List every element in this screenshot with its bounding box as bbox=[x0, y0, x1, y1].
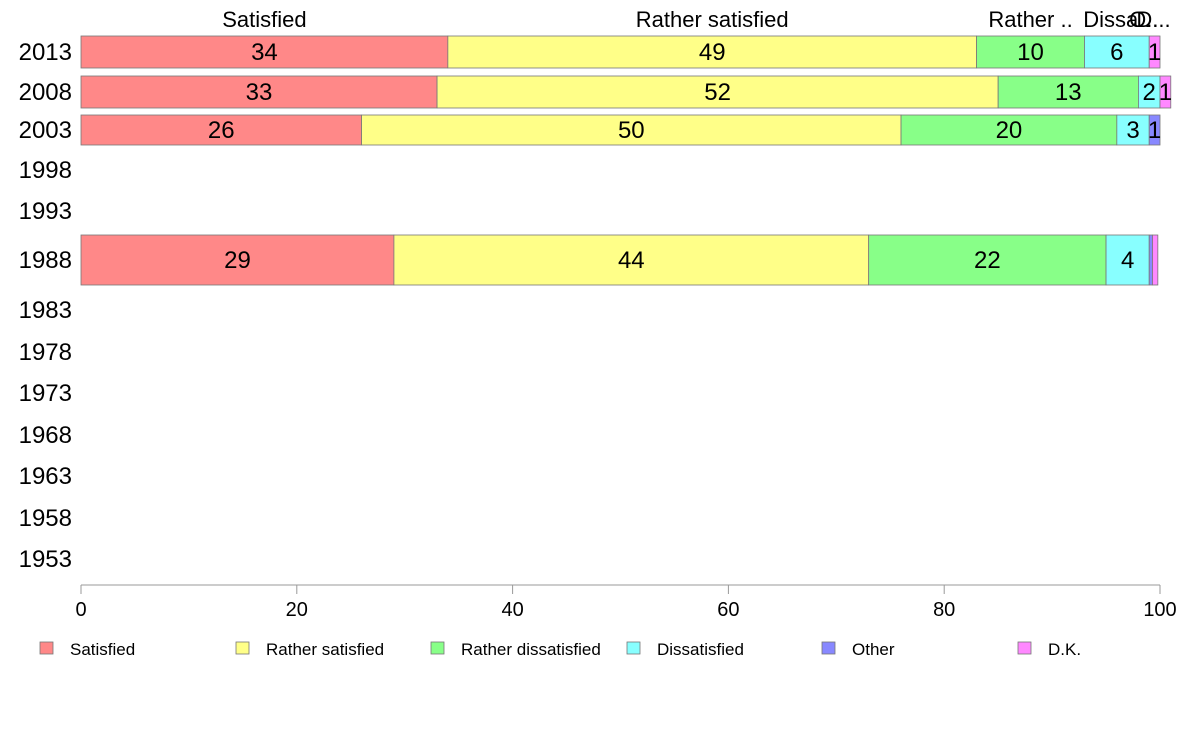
year-label: 1968 bbox=[19, 422, 72, 449]
bar-value-label: 6 bbox=[1110, 39, 1123, 66]
legend-label: Satisfied bbox=[70, 640, 135, 659]
top-series-label: Dissa.. bbox=[1083, 7, 1150, 32]
bar-value-label: 29 bbox=[224, 247, 251, 274]
bar-value-label: 50 bbox=[618, 117, 645, 144]
top-series-label: O.. bbox=[1129, 7, 1158, 32]
year-label: 1998 bbox=[19, 157, 72, 184]
year-label: 1983 bbox=[19, 297, 72, 324]
year-label: 1988 bbox=[19, 247, 72, 274]
bar-segment bbox=[436, 75, 999, 109]
bar-segment bbox=[80, 234, 395, 286]
bar-segment bbox=[997, 75, 1139, 109]
year-label: 1973 bbox=[19, 380, 72, 407]
bar-segment bbox=[80, 75, 438, 109]
bar-value-label: 20 bbox=[996, 117, 1023, 144]
bar-value-label: 22 bbox=[974, 247, 1001, 274]
legend-label: Rather satisfied bbox=[266, 640, 384, 659]
bar-value-label: 26 bbox=[208, 117, 235, 144]
bar-segment bbox=[1152, 234, 1159, 286]
legend-swatch bbox=[430, 641, 445, 655]
x-tick-label: 60 bbox=[717, 599, 739, 621]
bar-segment bbox=[80, 114, 362, 146]
bars: 34 49 10 6 133 52 13 2 126 50 20 3 129 44 22 4 bbox=[80, 35, 1172, 286]
x-axis: 0 20 40 60 80 100 bbox=[75, 584, 1177, 621]
bar-value-label: 52 bbox=[704, 79, 731, 106]
bar-value-label: 4 bbox=[1121, 247, 1134, 274]
bar-segment bbox=[80, 35, 449, 69]
bar-value-label: 13 bbox=[1055, 79, 1082, 106]
x-tick-label: 0 bbox=[75, 599, 86, 621]
year-labels: 2013 2008 2003 1998 1993 1988 1983 1978 1973 1968… bbox=[19, 39, 72, 573]
bar-value-label: 1 bbox=[1148, 39, 1161, 66]
top-labels: Satisfied Rather satisfied Rather .. Dissa.… bbox=[222, 7, 1170, 32]
x-tick-label: 100 bbox=[1143, 599, 1176, 621]
year-label: 1993 bbox=[19, 198, 72, 225]
year-label: 1963 bbox=[19, 463, 72, 490]
bar-value-label: 49 bbox=[699, 39, 726, 66]
bar-segment bbox=[1148, 35, 1161, 69]
year-label: 2008 bbox=[19, 79, 72, 106]
x-tick-label: 80 bbox=[933, 599, 955, 621]
bar-value-label: 33 bbox=[246, 79, 273, 106]
bar-segment bbox=[1084, 35, 1150, 69]
top-series-label: Rather .. bbox=[988, 7, 1072, 32]
bar-value-label: 3 bbox=[1126, 117, 1139, 144]
legend: Satisfied Rather satisfied Rather dissatis… bbox=[39, 640, 1081, 659]
legend-label: Other bbox=[852, 640, 895, 659]
bar-segment bbox=[1105, 234, 1150, 286]
bar-value-label: 44 bbox=[618, 247, 645, 274]
bar-segment bbox=[393, 234, 870, 286]
year-label: 2013 bbox=[19, 39, 72, 66]
x-tick-label: 20 bbox=[286, 599, 308, 621]
bar-value-label: 2 bbox=[1143, 79, 1156, 106]
bar-value-label: 34 bbox=[251, 39, 278, 66]
bar-segment bbox=[1116, 114, 1150, 146]
bar-value-label: 1 bbox=[1148, 117, 1161, 144]
legend-label: Dissatisfied bbox=[657, 640, 744, 659]
bar-segment bbox=[1159, 75, 1172, 109]
bar-segment bbox=[1148, 234, 1153, 286]
year-label: 2003 bbox=[19, 117, 72, 144]
bar-segment bbox=[1148, 114, 1161, 146]
legend-swatch bbox=[235, 641, 250, 655]
legend-label: D.K. bbox=[1048, 640, 1081, 659]
year-label: 1958 bbox=[19, 505, 72, 532]
top-series-label: Rather satisfied bbox=[636, 7, 789, 32]
legend-swatch bbox=[39, 641, 54, 655]
legend-swatch bbox=[626, 641, 641, 655]
legend-label: Rather dissatisfied bbox=[461, 640, 601, 659]
year-label: 1978 bbox=[19, 339, 72, 366]
legend-swatch bbox=[1017, 641, 1032, 655]
top-series-label: D... bbox=[1136, 7, 1170, 32]
top-series-label: Satisfied bbox=[222, 7, 306, 32]
x-tick-label: 40 bbox=[501, 599, 523, 621]
bar-value-label: 1 bbox=[1159, 79, 1172, 106]
bar-value-label: 10 bbox=[1017, 39, 1044, 66]
bar-segment bbox=[868, 234, 1107, 286]
year-label: 1953 bbox=[19, 546, 72, 573]
legend-swatch bbox=[821, 641, 836, 655]
bar-segment bbox=[900, 114, 1118, 146]
